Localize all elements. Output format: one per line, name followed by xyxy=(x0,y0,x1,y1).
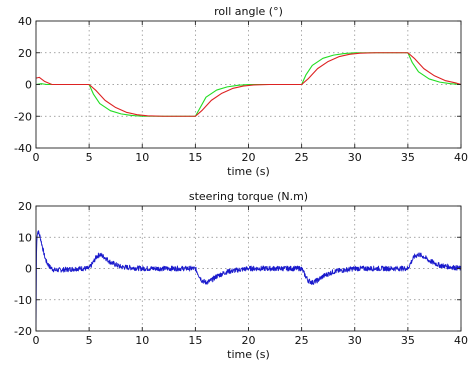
roll-angle-panel: 0 5 10 15 20 25 30 35 40 -40 -20 0 20 40 roll angle (°… xyxy=(14,5,468,178)
x-tick-label: 5 xyxy=(86,334,93,347)
y-tick-label: 20 xyxy=(18,200,32,213)
y-tick-label: 40 xyxy=(18,15,32,28)
x-tick-label: 15 xyxy=(188,334,202,347)
x-tick-label: 15 xyxy=(188,151,202,164)
y-tick-label: 20 xyxy=(18,47,32,60)
x-tick-label: 40 xyxy=(454,334,468,347)
y-tick-label: -20 xyxy=(14,110,32,123)
x-tick-label: 30 xyxy=(348,151,362,164)
x-axis-label: time (s) xyxy=(227,348,270,361)
y-tick-label: 10 xyxy=(18,231,32,244)
x-tick-label: 10 xyxy=(135,151,149,164)
chart-title: steering torque (N.m) xyxy=(189,190,308,203)
series-line-1 xyxy=(35,52,462,117)
x-tick-label: 25 xyxy=(295,334,309,347)
chart-title: roll angle (°) xyxy=(214,5,283,18)
y-tick-label: -20 xyxy=(14,325,32,338)
x-tick-label: 20 xyxy=(242,334,256,347)
x-tick-label: 30 xyxy=(348,334,362,347)
x-tick-label: 35 xyxy=(401,151,415,164)
steering-torque-panel: 0 5 10 15 20 25 30 35 40 -20 -10 0 10 20 steering torq… xyxy=(14,190,468,361)
x-tick-label: 35 xyxy=(401,334,415,347)
y-tick-label: -40 xyxy=(14,142,32,155)
x-tick-label: 5 xyxy=(86,151,93,164)
y-tick-label: 0 xyxy=(25,79,32,92)
x-axis-label: time (s) xyxy=(227,165,270,178)
x-tick-label: 20 xyxy=(242,151,256,164)
y-tick-label: -10 xyxy=(14,294,32,307)
x-tick-label: 40 xyxy=(454,151,468,164)
x-tick-label: 0 xyxy=(33,151,40,164)
x-tick-label: 25 xyxy=(295,151,309,164)
x-tick-label: 10 xyxy=(135,334,149,347)
series-line-0 xyxy=(35,230,462,332)
x-tick-label: 0 xyxy=(33,334,40,347)
y-tick-label: 0 xyxy=(25,263,32,276)
